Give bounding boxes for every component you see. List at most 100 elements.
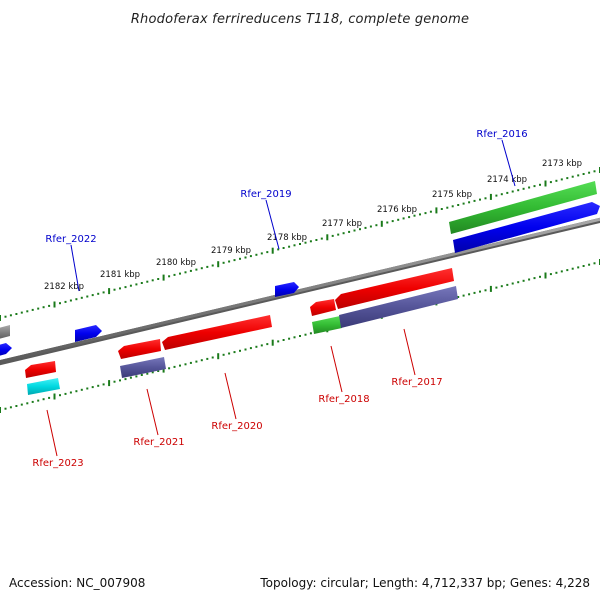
scale-minor-tick — [588, 263, 591, 266]
scale-major-tick — [326, 234, 329, 241]
scale-minor-tick — [539, 275, 541, 278]
scale-minor-tick — [119, 287, 121, 290]
gene-label-rfer-2016[interactable]: Rfer_2016 — [476, 129, 527, 140]
scale-minor-tick — [97, 384, 100, 387]
scale-minor-tick — [189, 361, 192, 364]
scale-minor-tick — [102, 383, 105, 386]
gene-label-rfer-2017[interactable]: Rfer_2017 — [391, 377, 442, 388]
scale-minor-tick — [255, 253, 258, 256]
scale-minor-tick — [386, 221, 389, 224]
scale-minor-tick — [239, 257, 241, 260]
scale-label: 2177 kbp — [322, 219, 362, 229]
scale-major-tick — [435, 207, 438, 214]
scale-minor-tick — [500, 193, 503, 196]
rna-green-rfer-2018 — [312, 316, 342, 334]
map-title: Rhodoferax ferrireducens T118, complete … — [131, 12, 469, 27]
scale-minor-tick — [342, 232, 345, 235]
scale-minor-tick — [184, 363, 187, 366]
scale-minor-tick — [69, 391, 72, 394]
scale-label: 2173 kbp — [542, 159, 582, 169]
scale-minor-tick — [157, 370, 160, 372]
scale-minor-tick — [375, 224, 378, 227]
gene-label-rfer-2020[interactable]: Rfer_2020 — [211, 421, 262, 432]
scale-minor-tick — [206, 357, 209, 360]
scale-minor-tick — [260, 344, 263, 347]
gene-label-rfer-2018[interactable]: Rfer_2018 — [318, 394, 369, 405]
scale-minor-tick — [522, 187, 525, 190]
gene-label-rfer-2019[interactable]: Rfer_2019 — [240, 189, 291, 200]
scale-minor-tick — [4, 315, 7, 318]
scale-minor-tick — [189, 269, 192, 272]
scale-minor-tick — [451, 205, 454, 208]
scale-minor-tick — [288, 245, 291, 248]
scale-minor-tick — [555, 271, 558, 274]
scale-major-tick — [217, 353, 220, 360]
scale-minor-tick — [135, 283, 138, 286]
scale-major-tick — [108, 380, 111, 387]
scale-minor-tick — [582, 265, 585, 267]
scale-minor-tick — [309, 240, 312, 243]
scale-minor-tick — [91, 294, 94, 297]
scale-minor-tick — [151, 279, 154, 282]
scale-major-tick — [489, 285, 492, 292]
gene-arrow-rfer-2022 — [75, 325, 102, 342]
scale-minor-tick — [299, 243, 301, 245]
scale-minor-tick — [48, 304, 51, 307]
gene-label-rfer-2021[interactable]: Rfer_2021 — [133, 437, 184, 448]
scale-label: 2175 kbp — [432, 190, 472, 200]
scale-minor-tick — [484, 197, 487, 200]
scale-minor-tick — [146, 280, 149, 283]
gene-arrow-gray-edge — [0, 325, 10, 339]
scale-minor-tick — [37, 399, 40, 402]
scale-minor-tick — [282, 339, 285, 341]
scale-minor-tick — [560, 270, 563, 273]
scale-minor-tick — [571, 175, 574, 178]
scale-minor-tick — [348, 230, 351, 233]
scale-minor-tick — [42, 306, 45, 309]
accession-text: Accession: NC_007908 — [9, 576, 145, 590]
scale-minor-tick — [304, 333, 307, 336]
scale-minor-tick — [233, 351, 236, 354]
leader-rfer-2019 — [265, 199, 280, 250]
scale-minor-tick — [233, 259, 236, 262]
scale-minor-tick — [402, 217, 405, 220]
gene-arrow-rfer-2017 — [335, 268, 454, 309]
scale-minor-tick — [293, 244, 296, 247]
scale-minor-tick — [408, 216, 411, 219]
scale-minor-tick — [140, 282, 143, 284]
gene-arrow-rfer-2018 — [310, 299, 336, 316]
scale-minor-tick — [140, 374, 143, 376]
scale-minor-tick — [500, 285, 503, 288]
scale-minor-tick — [495, 194, 498, 197]
scale-minor-tick — [309, 332, 312, 335]
leader-rfer-2020 — [224, 372, 237, 420]
purple-feature-rfer-2021 — [120, 357, 166, 378]
scale-minor-tick — [457, 204, 460, 206]
scale-minor-tick — [244, 348, 247, 351]
scale-minor-tick — [293, 336, 296, 339]
scale-minor-tick — [320, 237, 323, 240]
scale-minor-tick — [157, 278, 160, 280]
scale-minor-tick — [59, 302, 61, 305]
gene-label-rfer-2023[interactable]: Rfer_2023 — [32, 458, 83, 469]
scale-major-tick — [489, 193, 492, 200]
scale-minor-tick — [577, 266, 580, 269]
scale-minor-tick — [582, 173, 585, 175]
scale-label: 2179 kbp — [211, 246, 251, 256]
scale-minor-tick — [113, 380, 116, 383]
scale-minor-tick — [173, 365, 176, 368]
scale-minor-tick — [97, 292, 100, 295]
scale-minor-tick — [228, 260, 231, 263]
scale-minor-tick — [528, 278, 531, 281]
scale-minor-tick — [419, 213, 421, 216]
scale-minor-tick — [369, 225, 372, 228]
scale-minor-tick — [539, 183, 541, 186]
scale-minor-tick — [173, 273, 176, 276]
scale-minor-tick — [528, 186, 531, 189]
scale-minor-tick — [533, 185, 536, 188]
scale-minor-tick — [31, 308, 34, 311]
scale-minor-tick — [59, 394, 61, 397]
gene-label-rfer-2022[interactable]: Rfer_2022 — [45, 234, 96, 245]
forward-features — [0, 181, 600, 356]
